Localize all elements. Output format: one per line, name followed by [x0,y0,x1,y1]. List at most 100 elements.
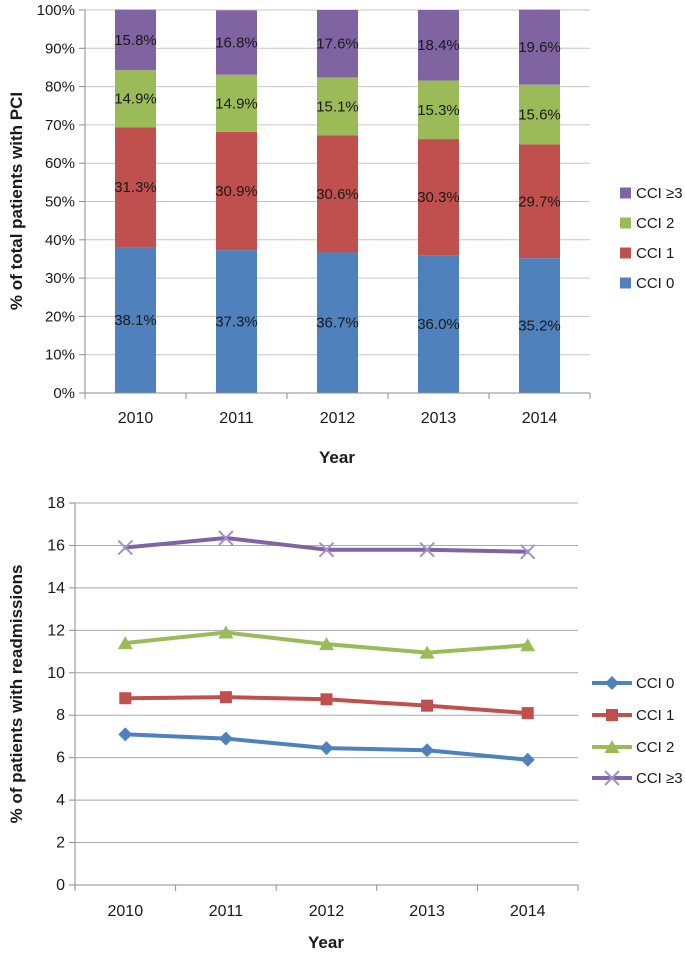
line-series-cci-0 [118,727,535,767]
bar-segment-cci-1 [418,139,459,256]
bottom-x-axis-title: Year [308,933,344,952]
line-series-cci-2 [117,625,536,659]
bar-value-label: 18.4% [417,37,460,54]
bar-segment-cci-0 [115,247,156,393]
legend-item-cci-1: CCI 1 [592,707,674,724]
bar-segment-cci-0 [519,258,560,393]
legend-swatch-icon [620,247,631,259]
legend-item-cci-ge3: CCI ≥3 [620,185,683,202]
bar-value-label: 30.9% [215,183,258,200]
bar-value-label: 30.6% [316,186,359,203]
y-tick-label: 12 [47,622,65,639]
bar-segment-cci-ge3 [418,10,459,81]
marker-diamond-icon [218,731,233,746]
y-tick-label: 60% [45,155,75,172]
marker-triangle-icon [319,637,334,651]
marker-square-icon [119,692,132,705]
bar-segment-cci-2 [418,80,459,140]
bar-segment-cci-0 [317,252,358,393]
y-tick-label: 10% [45,347,75,364]
legend-label: CCI 0 [636,675,674,692]
marker-x-icon [318,541,335,558]
marker-square-icon [606,709,618,721]
y-tick-label: 14 [47,580,65,597]
bar-segment-cci-1 [317,135,358,253]
marker-diamond-icon [605,676,619,690]
legend-label: CCI 2 [636,739,674,756]
bar-value-label: 36.0% [417,316,460,333]
bar-value-label: 37.3% [215,314,258,331]
y-tick-label: 16 [47,537,65,554]
marker-square-icon [320,693,333,706]
legend: CCI ≥3 CCI 2 CCI 1 CCI 0 [620,185,683,292]
y-tick-label: 50% [45,194,75,211]
bar-value-label: 15.8% [114,32,157,49]
bar-value-label: 14.9% [215,95,258,112]
y-tick-label: 0 [56,877,65,894]
bar-segment-cci-0 [418,255,459,393]
legend-swatch-icon [620,187,631,199]
marker-diamond-icon [118,727,133,742]
y-tick-label: 90% [45,40,75,57]
bar-segment-cci-2 [216,74,257,132]
bar-series-cci-1: 31.3% 30.9% 30.6% 30.3% 29.7% [114,127,561,259]
y-tick-label: 8 [56,707,65,724]
line-series-cci-1 [119,691,534,720]
stacked-bar-plot-area: 0% 10% 20% 30% 40% 50% 60% 70% 80% 90% 100% 38.1% 37… [37,2,683,427]
y-tick-label: 2 [56,835,65,852]
marker-diamond-icon [319,741,334,756]
marker-x-icon [218,530,234,546]
y-tick-label: 70% [45,117,75,134]
bar-segment-cci-ge3 [317,10,358,78]
legend-item-cci-2: CCI 2 [620,215,674,232]
bar-segment-cci-1 [115,127,156,248]
marker-triangle-icon [419,645,435,659]
x-tick-label: 2013 [421,410,457,427]
x-tick-label: 2014 [522,410,558,427]
bar-segment-cci-1 [519,144,560,259]
bar-segment-cci-ge3 [519,9,560,85]
bar-value-label: 16.8% [215,35,258,52]
bar-segment-cci-0 [216,250,257,393]
bar-value-label: 15.3% [417,102,460,119]
x-tick-label: 2012 [320,410,356,427]
x-tick-label: 2010 [108,903,144,920]
marker-square-icon [421,699,434,712]
line-series-cci-ge3 [117,530,536,560]
marker-x-icon [604,770,620,786]
marker-square-icon [219,691,232,704]
legend-item-cci-0: CCI 0 [592,675,674,692]
bar-value-label: 36.7% [316,315,359,332]
y-tick-label: 0% [53,385,75,402]
legend-label: CCI 0 [636,275,674,292]
top-x-axis-title: Year [319,448,355,467]
legend-item-cci-ge3: CCI ≥3 [592,770,683,787]
legend-label: CCI 2 [636,215,674,232]
bar-value-label: 35.2% [518,318,561,335]
marker-x-icon [519,544,536,560]
y-tick-label: 18 [47,495,65,512]
y-tick-label: 30% [45,270,75,287]
readmissions-line-chart: 0 2 4 6 8 10 12 14 16 18 2010 2011 2012 2013 2014 CCI 0… [7,495,683,952]
marker-triangle-icon [218,625,234,639]
bar-series-cci-2: 14.9% 14.9% 15.1% 15.3% 15.6% [114,70,561,145]
bar-value-label: 38.1% [114,312,157,329]
bar-segment-cci-2 [519,84,560,145]
bar-segment-cci-1 [216,131,257,251]
legend-item-cci-2: CCI 2 [592,739,674,756]
marker-diamond-icon [520,752,535,767]
y-tick-label: 6 [56,750,65,767]
top-y-axis-title: % of total patients with PCI [7,92,26,310]
bar-value-label: 30.3% [417,189,460,206]
bar-series-cci-ge3: 15.8% 16.8% 17.6% 18.4% 19.6% [114,9,561,85]
marker-triangle-icon [117,636,133,650]
legend-label: CCI 1 [636,245,674,262]
marker-diamond-icon [420,743,435,758]
marker-x-icon [419,541,435,558]
legend-swatch-icon [620,217,631,229]
bar-value-label: 17.6% [316,36,359,53]
x-tick-label: 2014 [510,903,546,920]
x-tick-label: 2013 [409,903,445,920]
bar-value-label: 19.6% [518,39,561,56]
